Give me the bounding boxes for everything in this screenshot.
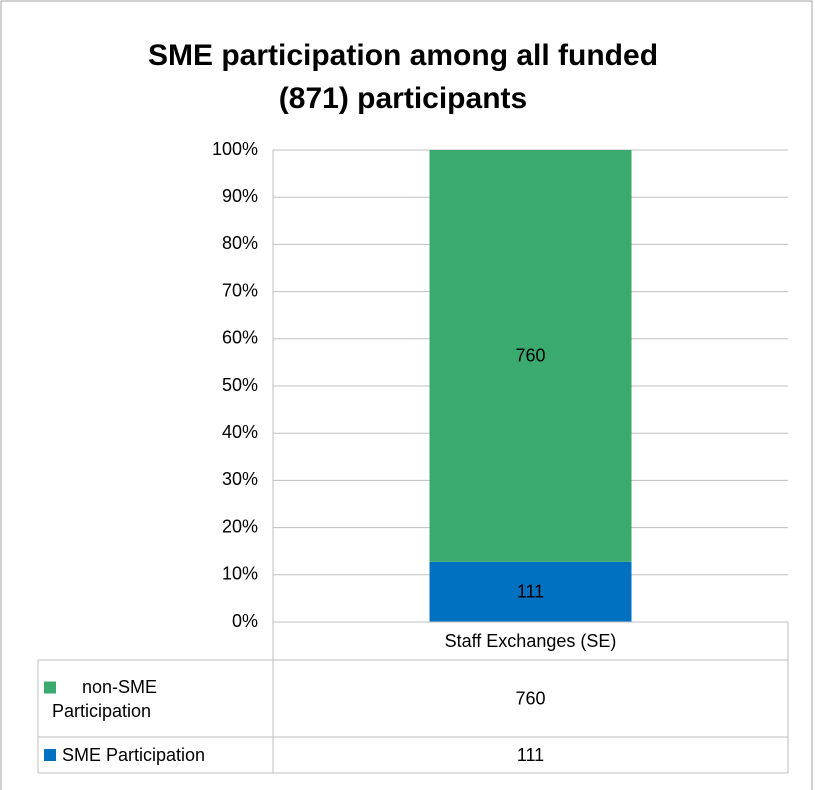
table-value: 111 xyxy=(517,745,544,765)
chart-title: SME participation among all funded xyxy=(148,39,658,72)
legend-key xyxy=(44,749,56,761)
y-tick-label: 90% xyxy=(222,186,258,206)
legend-label: SME Participation xyxy=(62,745,206,765)
data-label: 760 xyxy=(515,346,545,366)
y-tick-label: 20% xyxy=(222,516,258,536)
y-tick-label: 100% xyxy=(212,139,258,159)
bar-segment xyxy=(429,150,632,562)
y-tick-label: 70% xyxy=(222,280,258,300)
chart-title: (871) participants xyxy=(279,82,527,115)
legend-key xyxy=(44,681,56,694)
x-tick-label: Staff Exchanges (SE) xyxy=(445,631,617,651)
y-tick-label: 10% xyxy=(222,564,258,584)
y-tick-label: 50% xyxy=(222,375,258,395)
y-tick-label: 0% xyxy=(232,611,258,631)
data-label: 111 xyxy=(517,582,544,602)
y-tick-label: 60% xyxy=(222,328,258,348)
y-tick-label: 80% xyxy=(222,233,258,253)
table-value: 760 xyxy=(515,688,545,708)
y-tick-label: 30% xyxy=(222,469,258,489)
legend-label: non-SME Participation xyxy=(52,676,158,721)
y-tick-label: 40% xyxy=(222,422,258,442)
bar-segment xyxy=(429,561,632,622)
